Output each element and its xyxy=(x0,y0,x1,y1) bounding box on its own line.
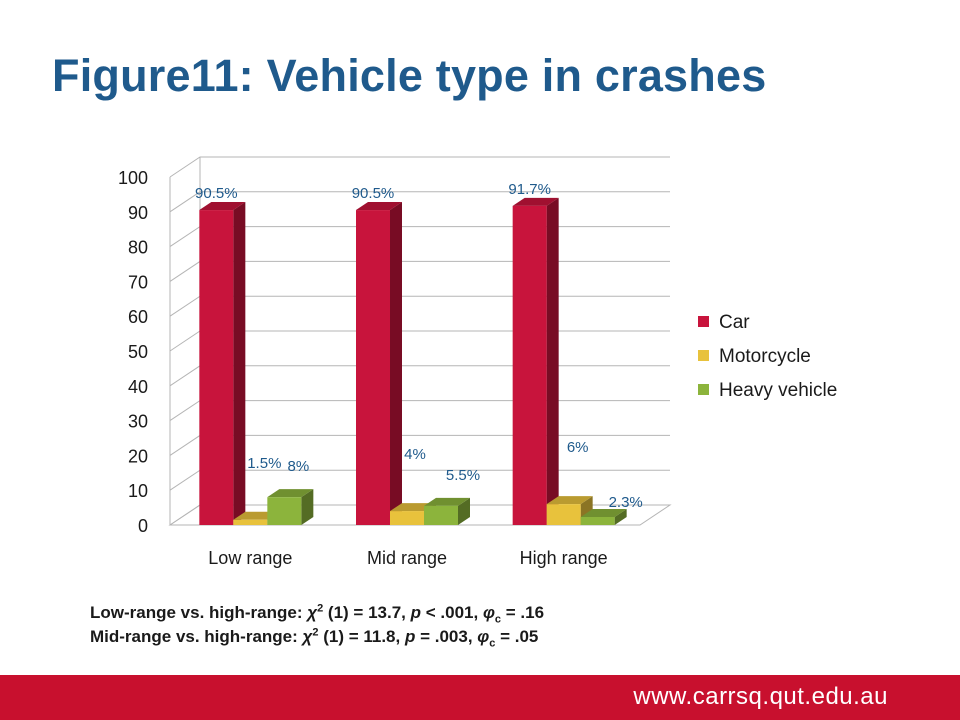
bar-front xyxy=(546,504,581,525)
chi-value: (1) = 13.7, xyxy=(323,603,411,622)
chi-exponent: 2 xyxy=(312,626,319,639)
bar-top xyxy=(512,197,559,206)
data-label: 5.5% xyxy=(446,467,480,484)
stats-prefix: Mid-range vs. high-range: xyxy=(90,627,303,646)
bar-front xyxy=(580,516,615,525)
footer-bar: www.carrsq.qut.edu.au xyxy=(0,675,960,720)
y-tick-label: 90 xyxy=(128,203,148,223)
bar-top xyxy=(356,202,402,211)
bar-front xyxy=(424,505,458,525)
data-label: 90.5% xyxy=(195,185,238,202)
data-label: 2.3% xyxy=(609,494,643,511)
chart-legend: Car Motorcycle Heavy vehicle xyxy=(698,312,837,401)
bar-front xyxy=(199,210,234,525)
page-title: Figure11: Vehicle type in crashes xyxy=(52,50,767,101)
data-label: 1.5% xyxy=(247,455,281,472)
y-tick-label: 20 xyxy=(128,446,148,466)
bar-top xyxy=(199,202,246,211)
y-tick-label: 100 xyxy=(118,168,148,188)
x-axis: Low range Mid range High range xyxy=(208,548,607,568)
p-symbol: p xyxy=(410,603,422,622)
data-label: 8% xyxy=(287,458,309,475)
bar-heavy-vehicle xyxy=(424,497,470,525)
phi-symbol: φ xyxy=(477,627,490,646)
x-tick-label: Mid range xyxy=(367,548,447,568)
stats-prefix: Low-range vs. high-range: xyxy=(90,603,308,622)
y-tick-label: 40 xyxy=(128,377,148,397)
bar-car xyxy=(512,197,559,525)
x-tick-label: Low range xyxy=(208,548,292,568)
data-label: 6% xyxy=(567,439,589,456)
chi-exponent: 2 xyxy=(317,602,324,615)
chi-symbol: χ xyxy=(307,603,318,622)
y-axis: 0 10 20 30 40 50 60 70 80 90 100 xyxy=(118,168,148,536)
legend-label: Motorcycle xyxy=(719,346,811,367)
legend-swatch xyxy=(698,384,709,395)
chi-symbol: χ xyxy=(302,627,313,646)
bar-car xyxy=(356,202,402,525)
bar-side xyxy=(458,497,470,525)
legend-label: Car xyxy=(719,312,750,333)
bar-chart: 0 10 20 30 40 50 60 70 80 90 100 90.5% 1.5% 8% 90.5% 4… xyxy=(118,156,837,568)
bar-front xyxy=(512,205,547,525)
phi-value: = .16 xyxy=(501,603,545,622)
bar-heavy-vehicle xyxy=(267,489,314,525)
legend-swatch xyxy=(698,350,709,361)
data-label: 90.5% xyxy=(352,185,395,202)
bar-top xyxy=(267,489,314,498)
legend-swatch xyxy=(698,316,709,327)
bar-side xyxy=(390,202,402,525)
data-label: 4% xyxy=(404,446,426,463)
bar-top xyxy=(580,508,627,517)
bar-side xyxy=(233,202,246,525)
legend-label: Heavy vehicle xyxy=(719,380,837,401)
bar-top xyxy=(546,496,593,505)
x-tick-label: High range xyxy=(520,548,608,568)
gridline-90 xyxy=(169,191,670,213)
phi-subscript: c xyxy=(489,637,496,650)
p-value: < .001, xyxy=(421,603,483,622)
y-tick-label: 50 xyxy=(128,342,148,362)
y-tick-label: 60 xyxy=(128,307,148,327)
y-tick-label: 70 xyxy=(128,272,148,292)
statistics-notes: Low-range vs. high-range: χ2 (1) = 13.7,… xyxy=(90,601,544,649)
bar-front xyxy=(390,511,424,525)
bar-front xyxy=(267,497,302,525)
p-symbol: p xyxy=(404,627,416,646)
bar-side xyxy=(301,489,314,525)
phi-subscript: c xyxy=(494,613,502,626)
bar-side xyxy=(614,508,627,525)
data-label: 91.7% xyxy=(508,181,551,198)
y-tick-label: 0 xyxy=(138,516,148,536)
y-tick-label: 80 xyxy=(128,238,148,258)
bar-front xyxy=(356,210,390,525)
bar-car xyxy=(199,202,246,525)
data-labels: 90.5% 1.5% 8% 90.5% 4% 5.5% 91.7% 6% 2.3% xyxy=(195,181,643,511)
bar-top xyxy=(424,497,470,506)
bar-side xyxy=(546,197,559,525)
footer-url[interactable]: www.carrsq.qut.edu.au xyxy=(633,683,888,710)
phi-symbol: φ xyxy=(482,603,495,622)
bar-front xyxy=(233,519,268,525)
gridline-100 xyxy=(169,156,670,178)
chi-value: (1) = 11.8, xyxy=(318,627,405,646)
phi-value: = .05 xyxy=(495,627,539,646)
chart-bars xyxy=(199,197,627,525)
stats-line-mid-vs-high: Mid-range vs. high-range: χ2 (1) = 11.8,… xyxy=(90,625,544,649)
p-value: = .003, xyxy=(415,627,478,646)
bar-heavy-vehicle xyxy=(580,508,627,525)
y-tick-label: 10 xyxy=(128,481,148,501)
y-tick-label: 30 xyxy=(128,412,148,432)
stats-line-low-vs-high: Low-range vs. high-range: χ2 (1) = 13.7,… xyxy=(90,601,544,625)
